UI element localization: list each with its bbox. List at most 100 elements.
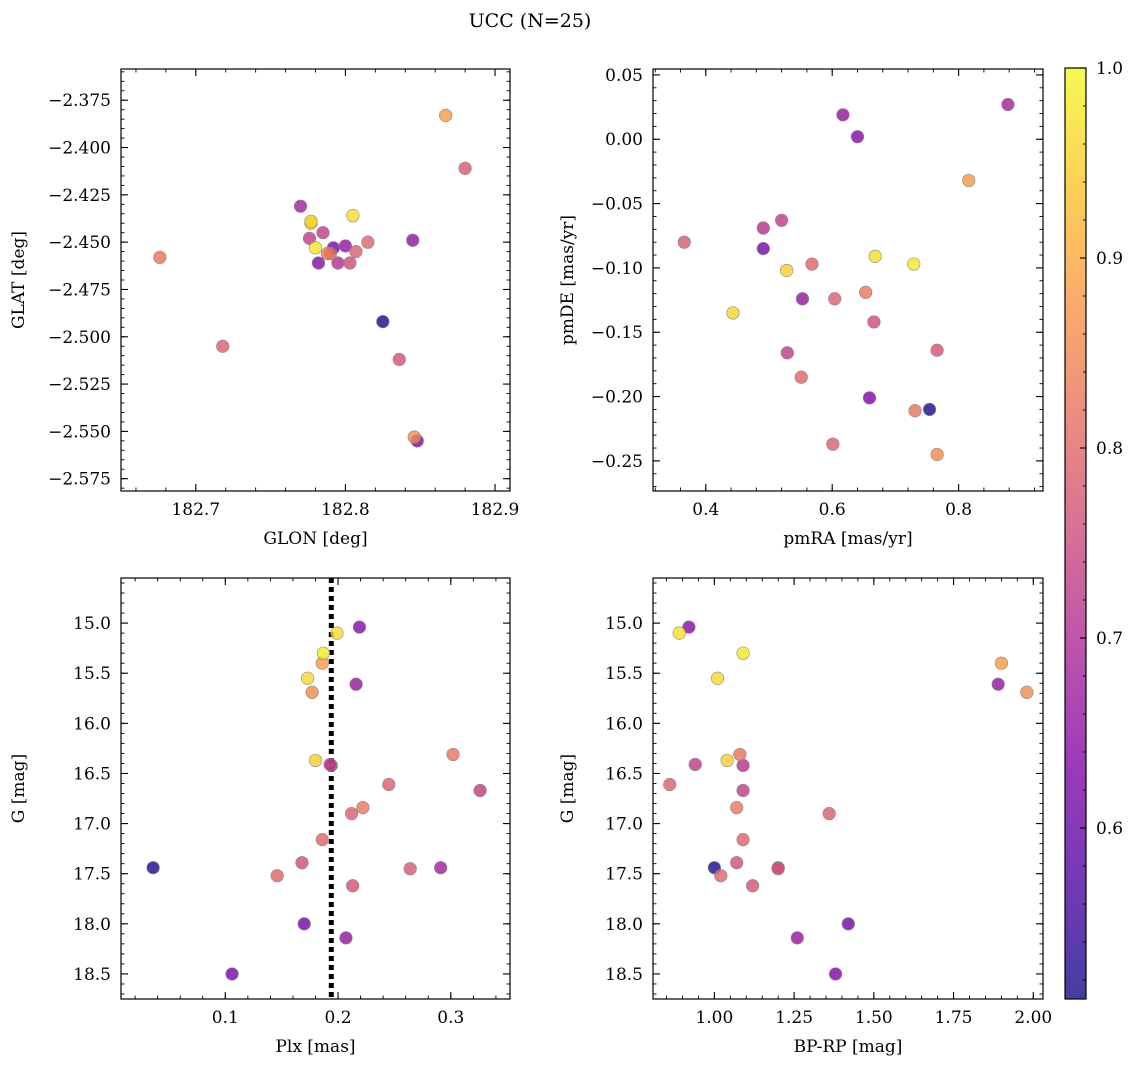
data-point: [795, 292, 810, 306]
x-tick-label: 1.00: [695, 1008, 733, 1028]
data-point: [352, 620, 367, 634]
y-tick-label: −2.475: [48, 280, 111, 300]
data-point: [392, 352, 406, 367]
data-point: [308, 753, 323, 768]
axes-frame: [120, 577, 511, 1000]
data-point: [295, 856, 309, 870]
y-tick-label: 16.0: [73, 714, 111, 734]
y-tick-label: −2.425: [48, 186, 111, 206]
y-tick-label: 17.0: [73, 815, 111, 835]
colorbar-gradient: [1065, 68, 1086, 999]
y-axis-label: G [mag]: [9, 754, 29, 823]
data-point: [736, 646, 750, 660]
data-point: [850, 130, 865, 144]
data-point: [726, 306, 740, 320]
data-point: [756, 242, 770, 256]
x-tick-label: 182.8: [321, 500, 370, 520]
data-point: [301, 671, 315, 685]
y-tick-label: 0.05: [605, 66, 643, 86]
y-tick-label: −0.10: [591, 259, 643, 279]
data-point: [293, 199, 308, 213]
data-point: [146, 861, 160, 875]
y-tick-label: −2.400: [48, 139, 111, 159]
panel-pmra-pmde: 0.4 0.6 0.8 0.05 0.00 −0.05 −0.10 −0.15 −0.20 −0.…: [558, 66, 1044, 549]
data-point: [746, 879, 760, 893]
data-point: [376, 315, 390, 329]
y-tick-label: −2.550: [48, 422, 111, 442]
y-tick-label: 17.0: [605, 815, 643, 835]
data-point: [962, 173, 976, 188]
data-point: [403, 862, 417, 876]
data-point: [225, 967, 239, 981]
data-point: [756, 221, 770, 235]
x-tick-label: 0.8: [945, 500, 972, 520]
colorbar-frame: [1064, 67, 1087, 1000]
data-point: [344, 806, 359, 821]
x-axis-label: GLON [deg]: [263, 529, 367, 549]
data-point: [663, 777, 677, 792]
data-point: [297, 917, 311, 931]
data-point: [688, 757, 702, 772]
colorbar-tick-label: 1.0: [1096, 59, 1123, 79]
colorbar: 0.6 0.7 0.8 0.9 1.0: [1064, 59, 1123, 1000]
data-point: [836, 108, 850, 122]
axes-frame: [120, 68, 511, 492]
data-point: [780, 263, 794, 278]
data-point: [346, 879, 360, 893]
data-point: [349, 677, 363, 691]
colorbar-tick-label: 0.7: [1096, 629, 1123, 649]
y-tick-label: 18.5: [73, 965, 111, 985]
data-point: [304, 214, 318, 228]
data-point: [672, 626, 686, 640]
y-tick-label: 18.5: [605, 965, 643, 985]
data-point: [439, 108, 453, 122]
data-point: [458, 161, 472, 175]
y-tick-label: −2.500: [48, 328, 111, 348]
data-point: [302, 231, 317, 245]
data-point: [316, 646, 330, 660]
data-point: [736, 833, 750, 847]
y-tick-label: −0.25: [591, 452, 643, 472]
data-point: [790, 931, 804, 945]
x-tick-label: 0.3: [437, 1008, 464, 1028]
colorbar-tick-label: 0.9: [1096, 249, 1123, 269]
data-point: [216, 339, 230, 353]
y-tick-label: −2.575: [48, 470, 111, 490]
data-point: [446, 747, 460, 762]
data-point: [822, 806, 836, 821]
data-point: [434, 861, 448, 875]
data-point: [473, 783, 487, 798]
y-tick-label: 16.5: [73, 764, 111, 784]
y-tick-label: −2.525: [48, 375, 111, 395]
data-point: [991, 677, 1005, 691]
data-point: [794, 370, 808, 384]
y-tick-label: −0.05: [591, 195, 643, 215]
x-tick-label: 1.25: [775, 1008, 813, 1028]
data-point: [320, 246, 335, 261]
x-tick-label: 0.6: [819, 500, 846, 520]
data-point: [1001, 97, 1015, 112]
data-point: [339, 931, 353, 945]
data-point: [338, 239, 353, 253]
data-point: [1020, 685, 1034, 699]
x-axis-label: BP-RP [mag]: [794, 1037, 903, 1057]
panel-plx-g: 0.1 0.2 0.3 15.0 15.5 16.0 16.5 17.0 17.5 18.0 18.…: [9, 577, 511, 1057]
data-point: [406, 233, 420, 247]
data-point: [828, 967, 843, 981]
data-point: [859, 285, 873, 299]
data-point: [907, 257, 921, 271]
data-point: [994, 656, 1008, 670]
data-point: [714, 869, 728, 883]
y-tick-label: −0.15: [591, 323, 643, 343]
data-point: [316, 226, 330, 240]
x-tick-label: 2.00: [1014, 1008, 1052, 1028]
y-tick-label: 17.5: [605, 865, 643, 885]
figure-title: UCC (N=25): [469, 10, 592, 32]
colorbar-tick-label: 0.6: [1096, 819, 1123, 839]
colorbar-tick-label: 0.8: [1096, 439, 1123, 459]
data-point: [775, 213, 789, 227]
data-point: [153, 250, 167, 264]
panel-glon-glat: 182.7 182.8 182.9 −2.375 −2.400 −2.425 −2.450 −…: [9, 68, 519, 549]
y-axis-label: pmDE [mas/yr]: [558, 215, 578, 345]
